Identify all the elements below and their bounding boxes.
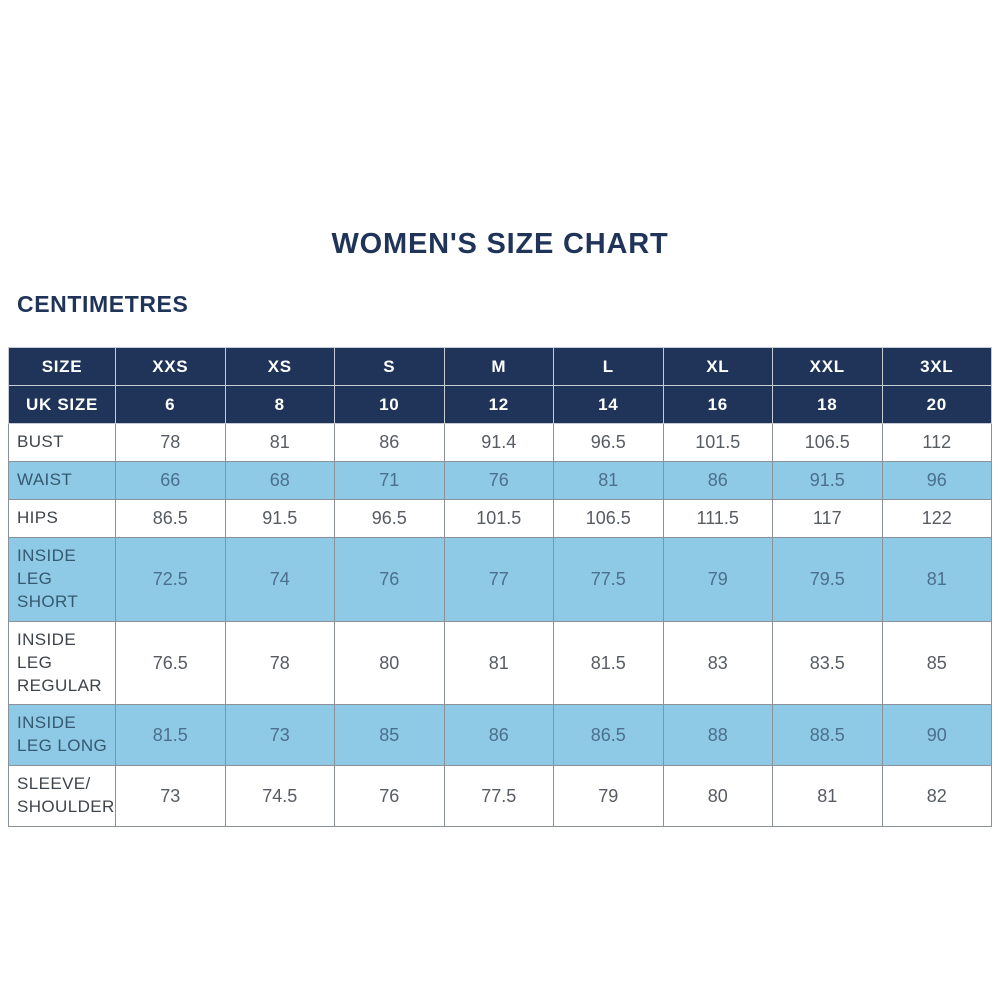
page-title: WOMEN'S SIZE CHART	[331, 228, 669, 260]
value-cell: 96	[881, 460, 992, 500]
table-body: BUST 78 81 86 91.4 96.5 101.5 106.5 112 WAIST 66 68…	[8, 423, 992, 828]
uk-size-value: 14	[553, 385, 664, 424]
value-cell: 83.5	[772, 620, 883, 706]
value-cell: 96.5	[553, 423, 664, 462]
value-cell: 77.5	[553, 536, 664, 622]
size-column-header: XS	[224, 347, 335, 386]
table-row: INSIDE LEG LONG 81.5 73 85 86 86.5 88 88.5 90	[8, 704, 992, 767]
uk-size-value: 6	[115, 385, 226, 424]
table-row: INSIDE LEG REGULAR 76.5 78 80 81 81.5 83 83.5 85	[8, 620, 992, 706]
uk-size-header-cell: UK SIZE	[8, 385, 116, 424]
value-cell: 71	[334, 460, 445, 500]
value-cell: 101.5	[443, 498, 554, 538]
value-cell: 74.5	[224, 765, 335, 828]
value-cell: 76	[443, 460, 554, 500]
uk-size-value: 20	[881, 385, 992, 424]
size-column-header: 3XL	[881, 347, 992, 386]
table-header: SIZE XXS XS S M L XL XXL 3XL UK SIZE 6 8 10 12 14 16 18…	[8, 347, 992, 424]
value-cell: 73	[115, 765, 226, 828]
value-cell: 79.5	[772, 536, 883, 622]
value-cell: 91.5	[224, 498, 335, 538]
value-cell: 81	[772, 765, 883, 828]
value-cell: 88	[662, 704, 773, 767]
table-row: BUST 78 81 86 91.4 96.5 101.5 106.5 112	[8, 423, 992, 462]
uk-size-value: 18	[772, 385, 883, 424]
row-label: INSIDE LEG SHORT	[8, 536, 116, 622]
value-cell: 80	[334, 620, 445, 706]
uk-size-value: 8	[224, 385, 335, 424]
size-chart-table: SIZE XXS XS S M L XL XXL 3XL UK SIZE 6 8 10 12 14 16 18…	[8, 347, 992, 828]
size-header-row: SIZE XXS XS S M L XL XXL 3XL	[8, 347, 992, 386]
value-cell: 78	[115, 423, 226, 462]
size-header-cell: SIZE	[8, 347, 116, 386]
value-cell: 66	[115, 460, 226, 500]
value-cell: 122	[881, 498, 992, 538]
value-cell: 73	[224, 704, 335, 767]
size-column-header: L	[553, 347, 664, 386]
value-cell: 81.5	[115, 704, 226, 767]
value-cell: 106.5	[772, 423, 883, 462]
uk-size-row: UK SIZE 6 8 10 12 14 16 18 20	[8, 385, 992, 424]
row-label: INSIDE LEG LONG	[8, 704, 116, 767]
value-cell: 85	[881, 620, 992, 706]
value-cell: 86	[662, 460, 773, 500]
value-cell: 86	[334, 423, 445, 462]
size-column-header: XL	[662, 347, 773, 386]
value-cell: 86	[443, 704, 554, 767]
value-cell: 76.5	[115, 620, 226, 706]
uk-size-value: 12	[443, 385, 554, 424]
row-label: BUST	[8, 423, 116, 462]
value-cell: 88.5	[772, 704, 883, 767]
size-column-header: S	[334, 347, 445, 386]
value-cell: 117	[772, 498, 883, 538]
value-cell: 81	[224, 423, 335, 462]
value-cell: 86.5	[553, 704, 664, 767]
row-label: SLEEVE/ SHOULDER	[8, 765, 116, 828]
table-row: SLEEVE/ SHOULDER 73 74.5 76 77.5 79 80 81 82	[8, 765, 992, 828]
value-cell: 82	[881, 765, 992, 828]
size-column-header: XXL	[772, 347, 883, 386]
value-cell: 81	[881, 536, 992, 622]
value-cell: 72.5	[115, 536, 226, 622]
row-label: WAIST	[8, 460, 116, 500]
value-cell: 79	[553, 765, 664, 828]
value-cell: 111.5	[662, 498, 773, 538]
row-label: INSIDE LEG REGULAR	[8, 620, 116, 706]
uk-size-value: 10	[334, 385, 445, 424]
value-cell: 86.5	[115, 498, 226, 538]
value-cell: 112	[881, 423, 992, 462]
value-cell: 74	[224, 536, 335, 622]
value-cell: 91.4	[443, 423, 554, 462]
table-row: WAIST 66 68 71 76 81 86 91.5 96	[8, 460, 992, 500]
row-label: HIPS	[8, 498, 116, 538]
size-column-header: XXS	[115, 347, 226, 386]
value-cell: 78	[224, 620, 335, 706]
value-cell: 106.5	[553, 498, 664, 538]
value-cell: 68	[224, 460, 335, 500]
value-cell: 83	[662, 620, 773, 706]
value-cell: 76	[334, 765, 445, 828]
value-cell: 85	[334, 704, 445, 767]
value-cell: 80	[662, 765, 773, 828]
value-cell: 101.5	[662, 423, 773, 462]
value-cell: 81	[553, 460, 664, 500]
value-cell: 81.5	[553, 620, 664, 706]
table-row: INSIDE LEG SHORT 72.5 74 76 77 77.5 79 79.5 81	[8, 536, 992, 622]
value-cell: 79	[662, 536, 773, 622]
table-row: HIPS 86.5 91.5 96.5 101.5 106.5 111.5 117 122	[8, 498, 992, 538]
uk-size-value: 16	[662, 385, 773, 424]
value-cell: 77.5	[443, 765, 554, 828]
value-cell: 81	[443, 620, 554, 706]
value-cell: 77	[443, 536, 554, 622]
value-cell: 96.5	[334, 498, 445, 538]
value-cell: 91.5	[772, 460, 883, 500]
value-cell: 76	[334, 536, 445, 622]
value-cell: 90	[881, 704, 992, 767]
size-column-header: M	[443, 347, 554, 386]
unit-label: CENTIMETRES	[17, 291, 189, 317]
